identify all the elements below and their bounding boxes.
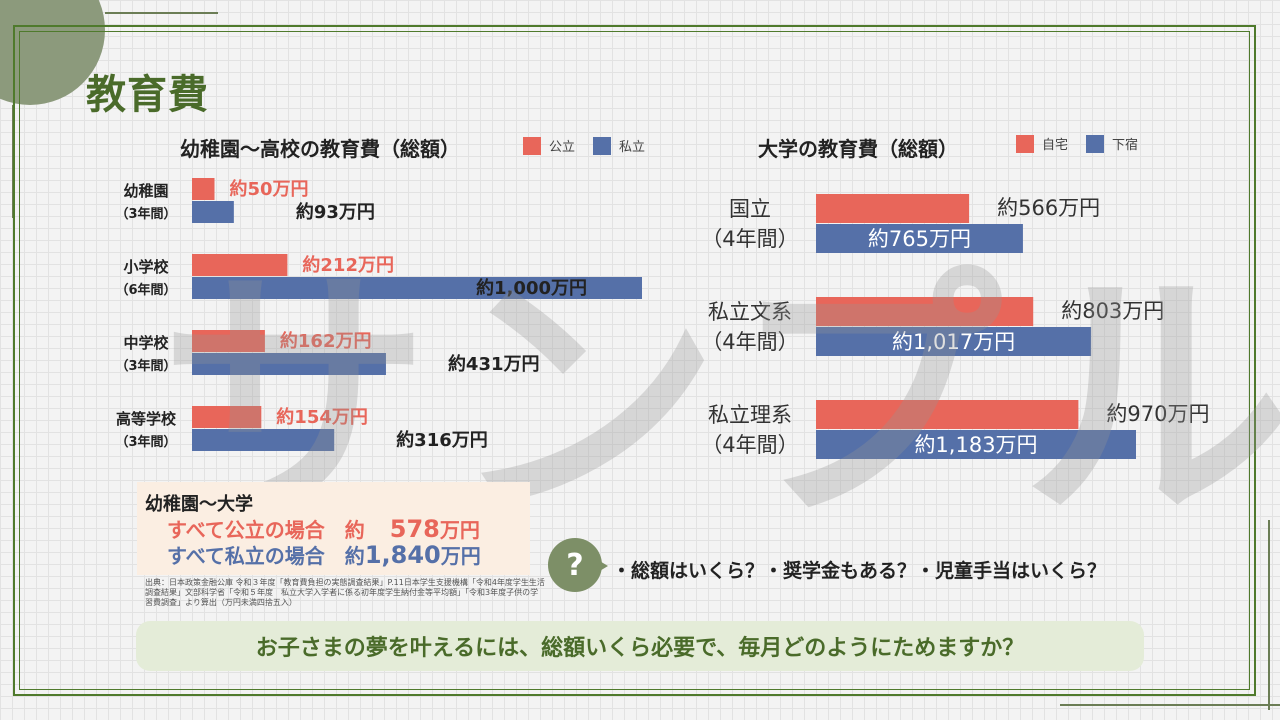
category-label: 高等学校	[116, 410, 177, 428]
data-label: 約212万円	[302, 254, 394, 276]
legend-label-home: 自宅	[1042, 138, 1069, 153]
bar-boarding	[816, 224, 1023, 253]
legend-swatch-public	[523, 136, 541, 155]
bar-private	[192, 277, 642, 299]
question-icon: ?	[548, 538, 602, 592]
question-bubble-tail	[598, 560, 608, 572]
data-label: 約50万円	[230, 178, 309, 200]
summary-box: 幼稚園〜大学 すべて公立の場合 約 578万円 すべて私立の場合 約1,840万…	[137, 482, 530, 575]
source-note: 出典：日本政策金融公庫 令和３年度「教育費負担の実態調査結果」P.11日本学生支…	[145, 578, 545, 607]
data-label: 約431万円	[448, 353, 540, 375]
bar-private	[192, 429, 335, 451]
data-label: 約316万円	[396, 429, 488, 451]
legend-swatch-boarding	[1086, 134, 1105, 153]
data-label: 約162万円	[280, 330, 372, 352]
category-sublabel: （3年間）	[115, 358, 176, 374]
bar-private	[192, 353, 386, 375]
bar-home	[816, 194, 970, 223]
legend-swatch-home	[1016, 134, 1034, 153]
bar-boarding	[816, 327, 1092, 356]
decorative-line-bottom	[1060, 704, 1280, 706]
category-sublabel: （3年間）	[115, 434, 176, 450]
bar-home	[816, 400, 1079, 429]
legend-swatch-private	[593, 136, 612, 155]
category-label: 私立文系	[708, 300, 792, 324]
data-label: 約566万円	[997, 196, 1100, 220]
legend-label-boarding: 下宿	[1112, 138, 1139, 153]
slide-frame-inner	[19, 31, 1250, 690]
category-label: 幼稚園	[123, 182, 168, 200]
bar-boarding	[816, 430, 1136, 459]
category-label: 小学校	[123, 258, 169, 276]
decorative-line-right	[1268, 520, 1270, 710]
data-label: 約765万円	[868, 227, 971, 251]
summary-public-amount: 578	[389, 515, 440, 543]
category-sublabel: （6年間）	[115, 282, 176, 298]
bar-public	[192, 178, 215, 200]
data-label: 約1,000万円	[476, 277, 587, 299]
slide-frame-outer	[13, 25, 1256, 696]
category-sublabel: （4年間）	[701, 330, 798, 354]
data-label: 約970万円	[1106, 402, 1209, 426]
bottom-banner: お子さまの夢を叶えるには、総額いくら必要で、毎月どのようにためますか？	[136, 621, 1144, 671]
summary-public-label: すべて公立の場合 約	[167, 518, 365, 542]
category-sublabel: （3年間）	[115, 206, 176, 222]
bar-public	[192, 406, 262, 428]
summary-private-line: すべて私立の場合 約1,840万円	[167, 540, 481, 569]
data-label: 約1,017万円	[892, 330, 1015, 354]
data-label: 約1,183万円	[914, 433, 1037, 457]
bar-public	[192, 330, 265, 352]
bar-home	[816, 297, 1034, 326]
legend-k12: 公立 私立	[523, 136, 645, 155]
summary-public-line: すべて公立の場合 約 578万円	[167, 514, 480, 543]
summary-private-label: すべて私立の場合 約	[167, 544, 365, 568]
category-sublabel: （4年間）	[701, 433, 798, 457]
legend-label-private: 私立	[619, 140, 646, 155]
chart-title-k12: 幼稚園〜高校の教育費（総額）	[180, 137, 460, 161]
summary-private-unit: 万円	[440, 544, 481, 568]
summary-private-amount: 1,840	[364, 541, 441, 569]
category-label: 私立理系	[708, 403, 792, 427]
category-label: 国立	[729, 197, 771, 221]
data-label: 約803万円	[1061, 299, 1164, 323]
data-label: 約154万円	[276, 406, 368, 428]
bar-private	[192, 201, 234, 223]
decorative-line-top	[105, 12, 218, 14]
legend-university: 自宅 下宿	[1016, 134, 1138, 153]
data-label: 約93万円	[296, 201, 375, 223]
summary-title: 幼稚園〜大学	[145, 494, 253, 515]
page-title: 教育費	[86, 72, 209, 118]
legend-label-public: 公立	[549, 140, 576, 155]
question-text: ・総額はいくら？・奨学金もある？・児童手当はいくら？	[612, 560, 1107, 582]
chart-title-university: 大学の教育費（総額）	[758, 137, 958, 161]
bar-public	[192, 254, 288, 276]
category-sublabel: （4年間）	[701, 227, 798, 251]
summary-public-unit: 万円	[439, 518, 480, 542]
category-label: 中学校	[123, 334, 169, 352]
